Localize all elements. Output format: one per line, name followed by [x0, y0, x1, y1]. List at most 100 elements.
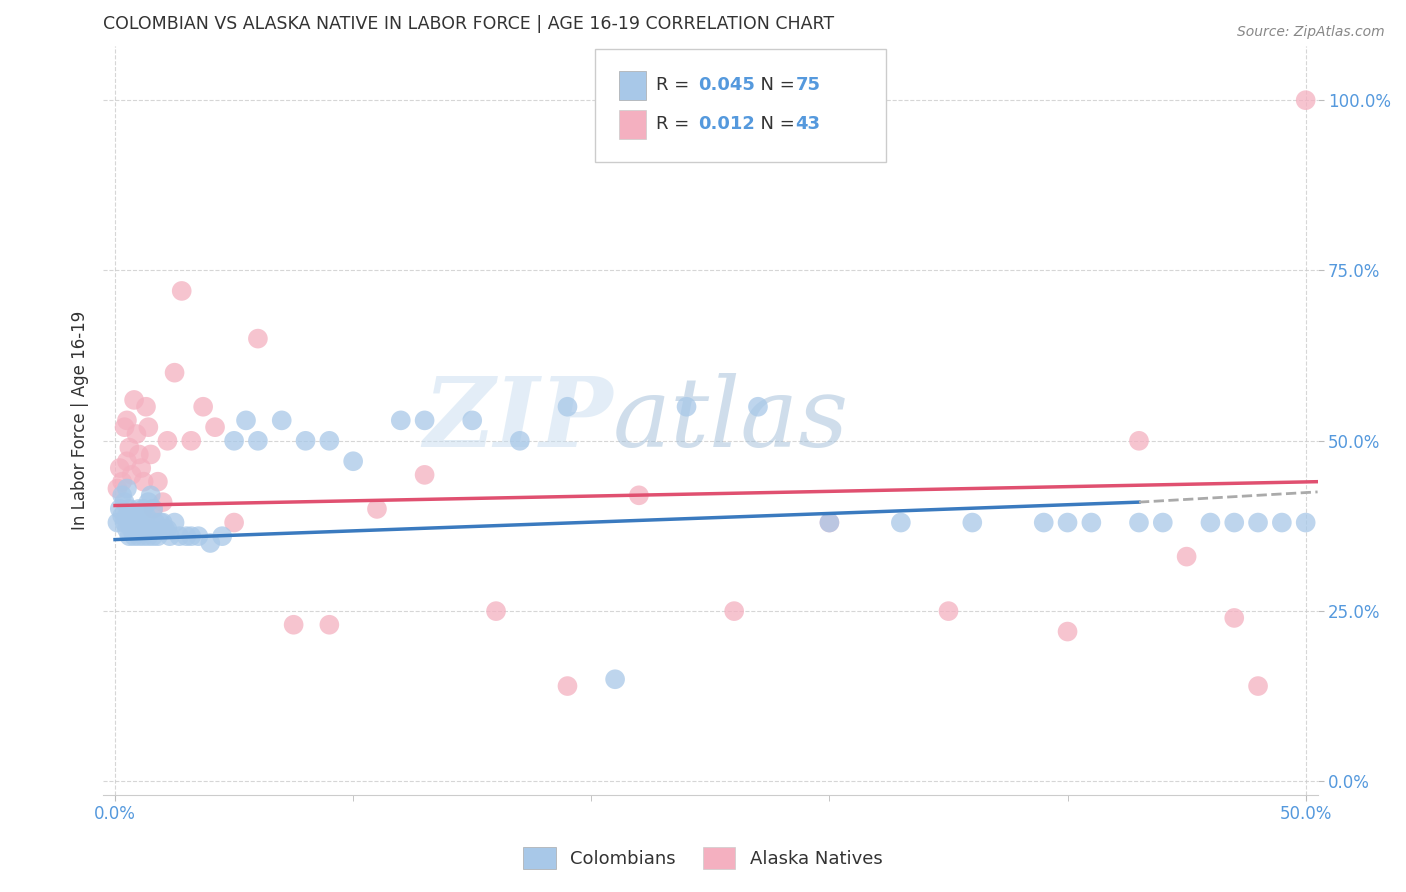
Point — [818, 516, 841, 530]
Point — [557, 679, 579, 693]
Point — [1128, 516, 1150, 530]
Point — [114, 495, 136, 509]
Point — [146, 475, 169, 489]
Point — [139, 488, 162, 502]
Point — [129, 508, 152, 523]
Point — [152, 516, 174, 530]
Y-axis label: In Labor Force | Age 16-19: In Labor Force | Age 16-19 — [72, 310, 89, 530]
Point — [890, 516, 912, 530]
Point — [283, 617, 305, 632]
Point — [962, 516, 984, 530]
Point — [1056, 624, 1078, 639]
Point — [224, 434, 246, 448]
Point — [246, 332, 269, 346]
Point — [1247, 516, 1270, 530]
Point — [152, 495, 174, 509]
Point — [118, 529, 141, 543]
Point — [413, 467, 436, 482]
Point — [115, 522, 138, 536]
Text: ZIP: ZIP — [423, 374, 613, 467]
Point — [1128, 434, 1150, 448]
Point — [142, 502, 165, 516]
Point — [389, 413, 412, 427]
Point — [675, 400, 697, 414]
Point — [142, 502, 165, 516]
Point — [128, 502, 150, 516]
Point — [114, 516, 136, 530]
Point — [163, 366, 186, 380]
Point — [204, 420, 226, 434]
Point — [149, 516, 172, 530]
Point — [129, 522, 152, 536]
Point — [121, 467, 143, 482]
Point — [115, 413, 138, 427]
Point — [156, 434, 179, 448]
Point — [138, 495, 160, 509]
Point — [413, 413, 436, 427]
Point — [122, 392, 145, 407]
Point — [142, 529, 165, 543]
Point — [318, 617, 340, 632]
Point — [146, 529, 169, 543]
Point — [200, 536, 222, 550]
Point — [138, 420, 160, 434]
FancyBboxPatch shape — [619, 71, 645, 100]
Point — [118, 516, 141, 530]
Point — [108, 461, 131, 475]
Point — [122, 529, 145, 543]
Point — [294, 434, 316, 448]
Point — [747, 400, 769, 414]
Point — [1271, 516, 1294, 530]
Legend: Colombians, Alaska Natives: Colombians, Alaska Natives — [515, 838, 891, 879]
Point — [1080, 516, 1102, 530]
Point — [129, 461, 152, 475]
Point — [1032, 516, 1054, 530]
Point — [135, 400, 157, 414]
Point — [121, 508, 143, 523]
Point — [235, 413, 257, 427]
Point — [108, 502, 131, 516]
Point — [159, 529, 181, 543]
Point — [135, 522, 157, 536]
Point — [1056, 516, 1078, 530]
Point — [818, 516, 841, 530]
Point — [107, 516, 129, 530]
Point — [180, 434, 202, 448]
Point — [118, 441, 141, 455]
Point — [139, 522, 162, 536]
Point — [111, 488, 134, 502]
Point — [1223, 516, 1246, 530]
Point — [132, 529, 155, 543]
Point — [1152, 516, 1174, 530]
Point — [938, 604, 960, 618]
Point — [128, 516, 150, 530]
Point — [246, 434, 269, 448]
Point — [723, 604, 745, 618]
Point — [485, 604, 508, 618]
Point — [170, 284, 193, 298]
Point — [153, 522, 176, 536]
Text: COLOMBIAN VS ALASKA NATIVE IN LABOR FORCE | AGE 16-19 CORRELATION CHART: COLOMBIAN VS ALASKA NATIVE IN LABOR FORC… — [103, 15, 834, 33]
Point — [139, 447, 162, 461]
Point — [111, 508, 134, 523]
Text: R =: R = — [655, 115, 695, 133]
Point — [138, 529, 160, 543]
Point — [132, 502, 155, 516]
Point — [122, 516, 145, 530]
Text: N =: N = — [749, 77, 801, 95]
Point — [1295, 516, 1317, 530]
Point — [128, 529, 150, 543]
Point — [509, 434, 531, 448]
Point — [318, 434, 340, 448]
Point — [270, 413, 292, 427]
Point — [342, 454, 364, 468]
Point — [169, 529, 191, 543]
Point — [121, 522, 143, 536]
Text: 0.045: 0.045 — [699, 77, 755, 95]
Point — [1247, 679, 1270, 693]
Point — [366, 502, 388, 516]
Point — [128, 447, 150, 461]
Point — [115, 454, 138, 468]
FancyBboxPatch shape — [595, 49, 886, 161]
Text: 43: 43 — [796, 115, 820, 133]
